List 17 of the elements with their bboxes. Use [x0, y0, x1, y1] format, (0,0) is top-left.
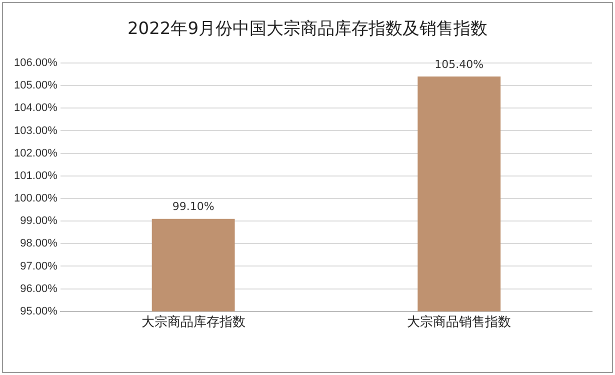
y-tick-label: 96.00% [20, 282, 58, 295]
chart-title: 2022年9月份中国大宗商品库存指数及销售指数 [126, 18, 489, 40]
y-tick-label: 101.00% [14, 170, 58, 182]
data-label: 105.40% [434, 58, 484, 71]
y-tick-label: 104.00% [14, 102, 58, 114]
y-tick-label: 97.00% [20, 260, 58, 272]
data-label: 99.10% [172, 200, 214, 214]
y-tick-label: 99.00% [20, 215, 58, 228]
x-tick-label: 大宗商品库存指数 [141, 314, 246, 329]
y-tick-label: 106.00% [14, 57, 58, 70]
y-tick-label: 100.00% [14, 192, 58, 205]
y-tick-label: 103.00% [14, 124, 58, 137]
x-tick-label: 大宗商品销售指数 [407, 314, 512, 329]
y-tick-label: 95.00% [20, 305, 58, 318]
y-tick-label: 105.00% [14, 80, 58, 92]
y-tick-label: 102.00% [14, 147, 58, 160]
y-tick-label: 98.00% [20, 238, 58, 250]
